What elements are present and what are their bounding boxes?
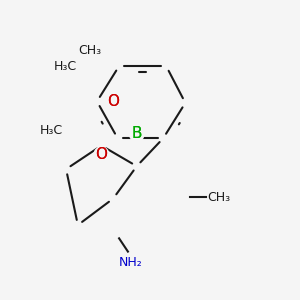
Text: O: O [107, 94, 119, 109]
Text: H₃C: H₃C [40, 124, 63, 137]
Text: H₃C: H₃C [53, 60, 76, 74]
Text: O: O [95, 147, 107, 162]
Text: B: B [131, 126, 142, 141]
Text: CH₃: CH₃ [78, 44, 101, 57]
Text: O: O [95, 147, 107, 162]
Circle shape [129, 126, 144, 141]
Circle shape [106, 94, 121, 109]
Text: CH₃: CH₃ [207, 190, 230, 204]
Circle shape [94, 147, 109, 162]
Text: O: O [107, 94, 119, 109]
Text: NH₂: NH₂ [119, 256, 143, 269]
Text: B: B [131, 126, 142, 141]
